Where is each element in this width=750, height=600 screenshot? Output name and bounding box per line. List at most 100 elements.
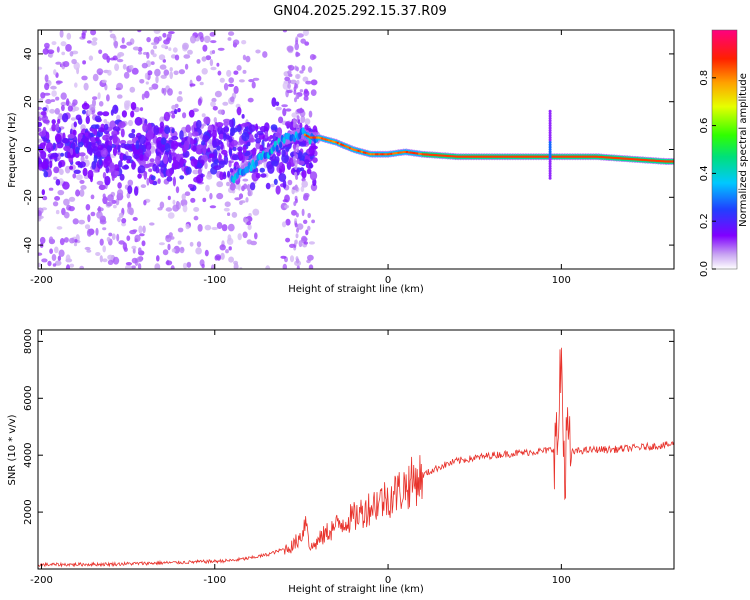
spectrogram-cell	[97, 111, 104, 116]
spectrogram-cell	[509, 155, 513, 158]
spectrogram-cell	[275, 106, 282, 111]
spectrogram-cell	[246, 221, 252, 226]
spectrogram-cell	[201, 113, 206, 118]
spectrogram-cell	[478, 155, 482, 158]
spectrogram-cell	[632, 158, 636, 161]
spectrogram-cell	[80, 185, 87, 190]
spectrogram-cell	[639, 158, 643, 161]
spectrogram-cell	[275, 101, 280, 107]
spectrogram-cell	[299, 70, 304, 74]
spectrogram-cell	[112, 104, 119, 115]
spectrogram-cell	[63, 211, 70, 219]
spectrogram-cell	[75, 146, 80, 154]
spectrogram-cell	[90, 30, 97, 36]
spectrogram-cell	[107, 194, 114, 202]
spectrogram-cell	[438, 154, 442, 157]
spectrogram-cell	[39, 236, 46, 244]
spectrogram-cell	[548, 152, 552, 156]
spectrogram-cell	[132, 217, 138, 221]
spectrogram-cell	[117, 94, 123, 99]
spectrogram-cell	[596, 155, 599, 158]
spectrogram-cell	[447, 154, 450, 158]
spectrogram-cell	[548, 167, 552, 171]
spectrogram-cell	[127, 206, 133, 215]
spectrogram-cell	[582, 155, 586, 158]
spectrogram-cell	[38, 127, 42, 132]
spectrogram-cell	[153, 125, 160, 136]
spectrogram-cell	[529, 155, 532, 158]
spectrogram-cell	[190, 158, 198, 167]
spectrogram-cell	[231, 140, 238, 146]
spectrogram-cell	[296, 94, 300, 99]
spectrogram-cell	[271, 97, 277, 107]
spectrogram-cell	[52, 201, 59, 207]
spectrogram-cell	[548, 126, 552, 130]
spectrogram-cell	[83, 82, 89, 91]
spectrogram-cell	[48, 236, 54, 244]
spectrogram-cell	[116, 114, 121, 121]
spectrogram-cell	[61, 137, 70, 144]
spectrogram-cell	[241, 131, 250, 142]
spectrogram-cell	[293, 90, 297, 95]
spectrogram-cell	[199, 35, 205, 43]
spectrogram-cell	[202, 134, 210, 143]
spectrogram-cell	[114, 170, 120, 176]
spectrogram-cell	[81, 75, 88, 81]
spectrogram-cell	[138, 51, 142, 55]
spectrogram-cell	[296, 115, 300, 121]
spectrogram-cell	[116, 58, 124, 63]
spectrogram-cell	[100, 147, 108, 158]
spectrogram-cell	[255, 172, 261, 179]
spectrogram-cell	[267, 136, 272, 142]
spectrogram-cell	[183, 140, 190, 151]
spectrogram-cell	[176, 96, 183, 103]
spectrogram-cell	[294, 65, 298, 71]
chart-title: GN04.2025.292.15.37.R09	[273, 4, 447, 19]
spectrogram-cell	[196, 59, 201, 64]
spectrogram-cell	[530, 155, 534, 158]
spectrogram-cell	[260, 173, 267, 178]
spectrogram-cell	[162, 249, 169, 256]
y-tick-label: 2000	[23, 499, 34, 524]
spectrogram-cell	[483, 155, 487, 158]
spectrogram-cell	[400, 151, 404, 154]
spectrogram-cell	[364, 151, 367, 154]
spectrogram-cell	[449, 155, 452, 158]
spectrogram-cell	[548, 150, 552, 154]
spectrogram-cell	[156, 255, 160, 262]
spectrogram-cell	[95, 227, 99, 236]
spectrogram-cell	[246, 184, 251, 192]
spectrogram-cell	[228, 31, 235, 36]
colorbar-tick-label: 0.8	[699, 70, 710, 86]
spectrogram-cell	[440, 154, 443, 157]
spectrogram-cell	[285, 108, 292, 112]
spectrogram-cell	[79, 189, 85, 197]
spectrogram-cell	[230, 127, 238, 133]
spectrogram-cell	[171, 104, 177, 110]
spectrogram-cell	[201, 263, 205, 269]
spectrogram-cell	[161, 44, 167, 49]
spectrogram-cell	[574, 155, 577, 158]
spectrogram-cell	[44, 74, 49, 82]
spectrogram-cell	[190, 35, 196, 44]
spectrogram-cell	[102, 193, 106, 199]
spectrogram-cell	[99, 255, 103, 263]
spectrogram-cell	[55, 122, 60, 132]
spectrogram-cell	[158, 242, 165, 246]
spectrogram-cell	[229, 182, 236, 191]
spectrogram-cell	[217, 47, 225, 51]
spectrogram-cell	[307, 225, 311, 231]
spectrogram-cell	[282, 263, 287, 269]
spectrogram-cell	[300, 115, 306, 124]
spectrogram-cell	[202, 44, 208, 52]
spectrogram-cell	[109, 162, 115, 173]
spectrogram-cell	[90, 175, 93, 183]
spectrogram-cell	[69, 147, 74, 156]
colorbar-ticks: 0.0 0.2 0.4 0.6 0.8	[699, 70, 716, 277]
spectrogram-cell	[296, 143, 300, 149]
spectrogram-cell	[159, 121, 165, 129]
spectrogram-cell	[197, 224, 203, 232]
spectrogram-cell	[157, 143, 163, 150]
x-tick-label: -200	[30, 575, 53, 586]
